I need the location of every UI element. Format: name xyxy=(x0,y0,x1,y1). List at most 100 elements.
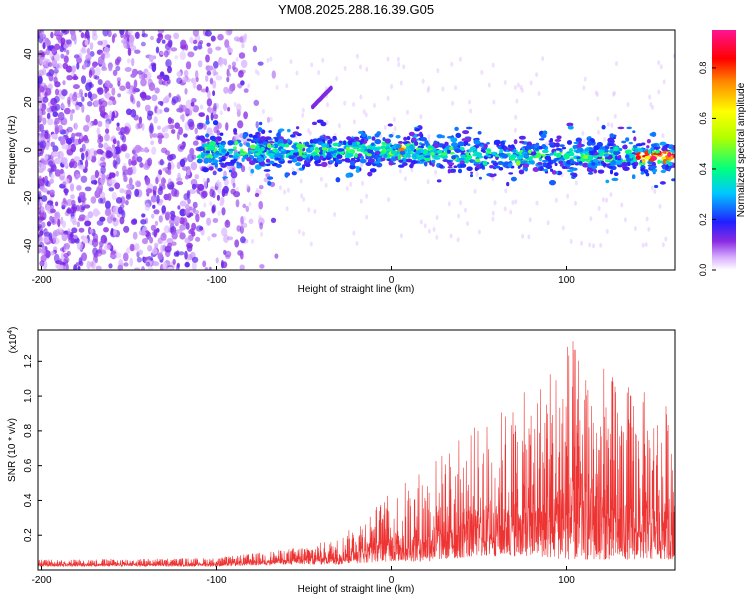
spectrogram-cell xyxy=(205,133,210,138)
spectrogram-cell xyxy=(85,159,89,168)
spectrogram-cell xyxy=(191,98,197,103)
spectrogram-cell xyxy=(399,80,403,86)
spectrogram-cell xyxy=(405,158,413,163)
spectrogram-cell xyxy=(83,134,88,142)
spectrogram-cell xyxy=(141,213,146,218)
spectrogram-cell xyxy=(231,83,236,91)
spectrogram-cell xyxy=(163,107,170,113)
spectrogram-cell xyxy=(486,142,490,145)
spectrogram-cell xyxy=(85,82,92,91)
spectrogram-cell xyxy=(672,53,675,59)
spectrogram-cell xyxy=(90,196,97,204)
spectrogram-cell xyxy=(597,129,600,135)
spectrogram-cell xyxy=(646,145,650,149)
spectrogram-cell xyxy=(483,143,488,149)
spectrogram-cell xyxy=(50,141,55,148)
spectrogram-cell xyxy=(106,150,113,159)
spectrogram-cell xyxy=(536,153,542,159)
spectrogram-cell xyxy=(337,148,344,152)
spectrogram-cell xyxy=(419,219,423,225)
spectrogram-cell xyxy=(195,70,199,80)
spectrogram-cell xyxy=(98,143,104,149)
spectrogram-cell xyxy=(617,126,625,130)
snr-x-tick-label: 100 xyxy=(558,575,575,586)
spectrogram-cell xyxy=(387,197,391,203)
spectrogram-cell xyxy=(480,149,485,153)
spectrogram-cell xyxy=(66,208,72,214)
spectrogram-cell xyxy=(605,179,610,184)
spectrogram-cell xyxy=(42,162,47,171)
spectrogram-y-tick-label: -40 xyxy=(23,238,34,253)
spectrogram-cell xyxy=(434,169,438,175)
spectrogram-cell xyxy=(508,172,514,175)
spectrogram-cell xyxy=(101,66,107,71)
spectrogram-cell xyxy=(58,258,63,265)
spectrogram-cell xyxy=(338,159,343,164)
spectrogram-cell xyxy=(615,61,618,67)
spectrogram-cell xyxy=(248,133,253,138)
spectrogram-cell xyxy=(42,42,46,50)
spectrogram-cell xyxy=(352,119,356,125)
spectrogram-cell xyxy=(109,110,113,119)
spectrogram-cell xyxy=(610,148,614,154)
spectrogram-cell xyxy=(198,154,202,159)
spectrogram-cell xyxy=(52,111,59,118)
spectrogram-cell xyxy=(459,160,465,164)
spectrogram-cell xyxy=(489,165,494,169)
spectrogram-cell xyxy=(301,112,305,118)
spectrogram-cell xyxy=(241,157,245,162)
spectrogram-cell xyxy=(177,205,181,210)
spectrogram-cell xyxy=(79,147,84,153)
spectrogram-cell xyxy=(78,88,83,94)
spectrogram-cell xyxy=(97,79,103,85)
spectrogram-cell xyxy=(157,252,163,260)
spectrogram-x-ticks: -200 -100 0 100 xyxy=(31,266,575,286)
spectrogram-cell xyxy=(392,116,396,122)
spectrogram-cell xyxy=(350,160,356,166)
spectrogram-cell xyxy=(285,206,289,212)
spectrogram-cell xyxy=(365,162,372,166)
spectrogram-cell xyxy=(225,162,233,166)
spectrogram-cell xyxy=(289,59,293,65)
spectrogram-cell xyxy=(629,154,636,158)
spectrogram-cell xyxy=(176,181,184,186)
spectrogram-cell xyxy=(435,234,439,240)
spectrogram-cell xyxy=(44,133,51,139)
spectrogram-cell xyxy=(575,149,580,154)
spectrogram-cell xyxy=(632,164,637,169)
spectrogram-cell xyxy=(207,90,211,99)
spectrogram-cell xyxy=(93,98,99,108)
spectrogram-cell xyxy=(192,39,198,45)
spectrogram-x-label: Height of straight line (km) xyxy=(298,284,415,295)
spectrogram-cell xyxy=(143,73,148,79)
spectrogram-cell xyxy=(112,138,117,145)
spectrogram-cell xyxy=(516,160,521,166)
spectrogram-cell xyxy=(243,88,249,93)
spectrogram-cell xyxy=(84,38,89,46)
spectrogram-cell xyxy=(633,226,637,232)
spectrogram-cell xyxy=(610,122,614,128)
spectrogram-cell xyxy=(321,146,327,151)
spectrogram-cell xyxy=(184,237,191,244)
snr-multiplier-base: (x10 xyxy=(8,333,19,353)
spectrogram-cell xyxy=(179,200,187,207)
spectrogram-cell xyxy=(206,217,212,226)
spectrogram-cell xyxy=(44,91,48,99)
spectrogram-cell xyxy=(491,176,495,182)
spectrogram-cell xyxy=(176,71,182,78)
spectrogram-cell xyxy=(38,183,41,189)
spectrogram-cell xyxy=(76,242,83,251)
spectrogram-cell xyxy=(46,204,51,213)
spectrogram-cell xyxy=(402,141,409,144)
spectrogram-cell xyxy=(42,96,49,103)
spectrogram-cell xyxy=(96,220,104,226)
spectrogram-cell xyxy=(603,137,607,142)
spectrogram-cell xyxy=(596,142,603,147)
spectrogram-cell xyxy=(80,175,88,183)
spectrogram-cell xyxy=(606,163,610,168)
spectrogram-cell xyxy=(582,85,586,91)
spectrogram-cell xyxy=(164,34,172,40)
spectrogram-cell xyxy=(563,153,570,158)
spectrogram-cell xyxy=(139,162,144,168)
spectrogram-cell xyxy=(582,162,589,168)
